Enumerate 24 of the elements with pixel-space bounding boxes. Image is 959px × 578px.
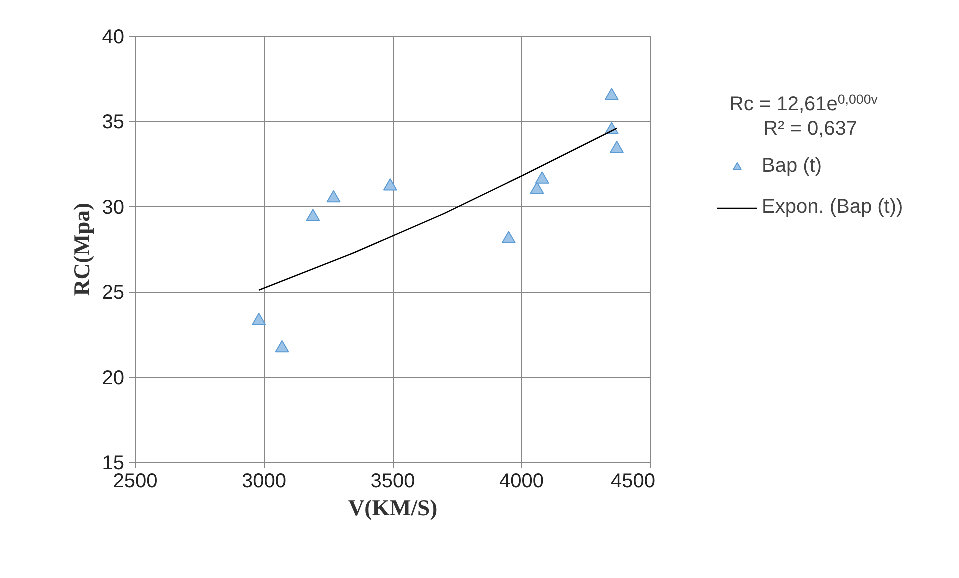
x-tick-label: 4000 bbox=[500, 470, 544, 492]
x-axis-title: V(KM/S) bbox=[348, 496, 438, 520]
y-tick-label: 30 bbox=[102, 196, 125, 219]
text: R² = 0,637 bbox=[764, 118, 858, 140]
y-axis-title: RC(Mpa) bbox=[69, 202, 94, 296]
x-tick-label: 4500 bbox=[611, 470, 656, 492]
point bbox=[502, 231, 516, 244]
point bbox=[252, 313, 266, 326]
point bbox=[275, 340, 290, 353]
point bbox=[535, 172, 550, 184]
y-tick-label: 40 bbox=[102, 26, 125, 48]
point bbox=[306, 209, 320, 222]
legend-label: Bap (t) bbox=[762, 155, 822, 178]
y-tick-label: 25 bbox=[102, 282, 125, 304]
y-tick-label: 35 bbox=[102, 112, 125, 134]
x-tick-label: 3500 bbox=[370, 470, 416, 492]
y-tick-label: 20 bbox=[102, 367, 125, 390]
point bbox=[383, 178, 398, 191]
x-tick-label: 3000 bbox=[242, 470, 287, 492]
point bbox=[530, 182, 544, 194]
point bbox=[326, 190, 341, 203]
point bbox=[610, 140, 624, 154]
point bbox=[604, 88, 619, 100]
legend-label: Expon. (Bap (t)) bbox=[762, 196, 904, 219]
